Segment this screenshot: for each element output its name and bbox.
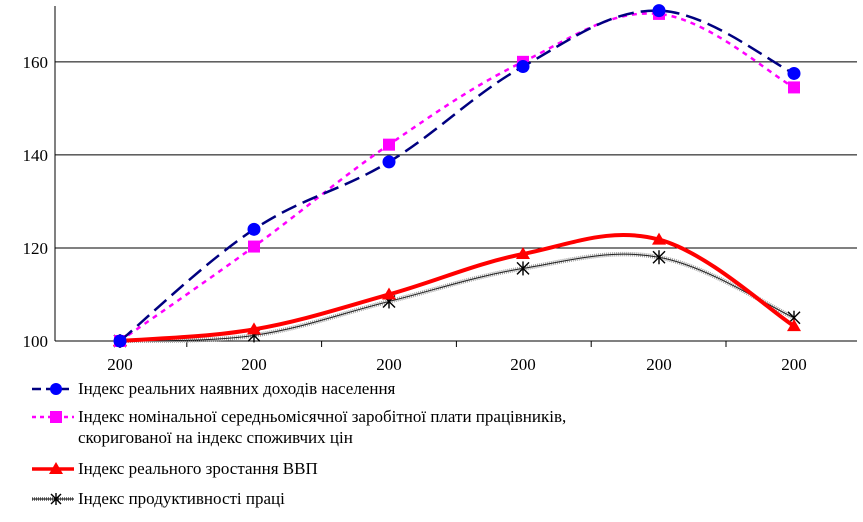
x-tick-label-3: 200 — [510, 355, 536, 374]
x-tick-label-4: 200 — [646, 355, 672, 374]
legend-label-real-income: Індекс реальних наявних доходів населенн… — [78, 379, 396, 398]
x-tick-label-2: 200 — [376, 355, 402, 374]
axes — [54, 6, 857, 347]
legend-item-nominal-wage: Індекс номінальної середньомісячної заро… — [30, 406, 850, 450]
point-0-4 — [652, 4, 666, 18]
series-line-1 — [119, 12, 795, 343]
point-2-2 — [382, 287, 396, 300]
legend-item-productivity: Індекс продуктивності праці — [30, 488, 850, 510]
x-tick-label-0: 200 — [107, 355, 133, 374]
grid-lines — [55, 61, 857, 249]
legend-swatch-real-income — [32, 383, 74, 395]
legend-label-gdp: Індекс реального зростання ВВП — [78, 459, 318, 478]
point-3-3 — [516, 261, 530, 276]
point-2-4 — [652, 232, 666, 245]
point-0-1 — [247, 222, 261, 236]
legend-label-productivity: Індекс продуктивності праці — [78, 489, 285, 508]
legend-item-real-income: Індекс реальних наявних доходів населенн… — [30, 378, 850, 400]
series-layer — [113, 4, 801, 348]
point-1-1 — [248, 240, 260, 253]
legend-swatch-gdp — [32, 462, 74, 474]
x-tick-label-5: 200 — [781, 355, 807, 374]
point-1-2 — [383, 138, 395, 151]
y-tick-label-1: 120 — [23, 239, 49, 258]
series-line-2 — [119, 232, 796, 343]
legend-swatch-productivity — [32, 493, 74, 505]
y-tick-label-2: 140 — [23, 146, 49, 165]
point-2-1 — [247, 322, 261, 335]
series-2 — [113, 232, 801, 346]
series-0 — [113, 4, 801, 348]
y-tick-label-3: 160 — [23, 53, 49, 72]
y-tick-label-0: 100 — [23, 332, 49, 351]
line-chart: 100 120 140 160 200 200 200 200 200 200 — [23, 4, 857, 374]
legend-swatch-nominal-wage — [32, 411, 74, 423]
point-2-3 — [516, 246, 530, 259]
point-3-4 — [652, 250, 666, 265]
point-1-5 — [788, 81, 800, 94]
series-line-0 — [119, 9, 795, 342]
tick-labels: 100 120 140 160 200 200 200 200 200 200 — [23, 53, 807, 374]
series-1 — [114, 7, 800, 347]
point-2-5 — [787, 319, 801, 332]
legend-item-gdp: Індекс реального зростання ВВП — [30, 458, 850, 480]
point-0-5 — [787, 66, 801, 80]
x-tick-label-1: 200 — [241, 355, 267, 374]
series-line-core-3 — [119, 253, 795, 342]
legend-label-nominal-wage: Індекс номінальної середньомісячної заро… — [78, 407, 567, 447]
point-0-2 — [382, 155, 396, 169]
point-0-0 — [113, 334, 127, 348]
legend: Індекс реальних наявних доходів населенн… — [30, 378, 850, 510]
point-0-3 — [516, 59, 530, 73]
